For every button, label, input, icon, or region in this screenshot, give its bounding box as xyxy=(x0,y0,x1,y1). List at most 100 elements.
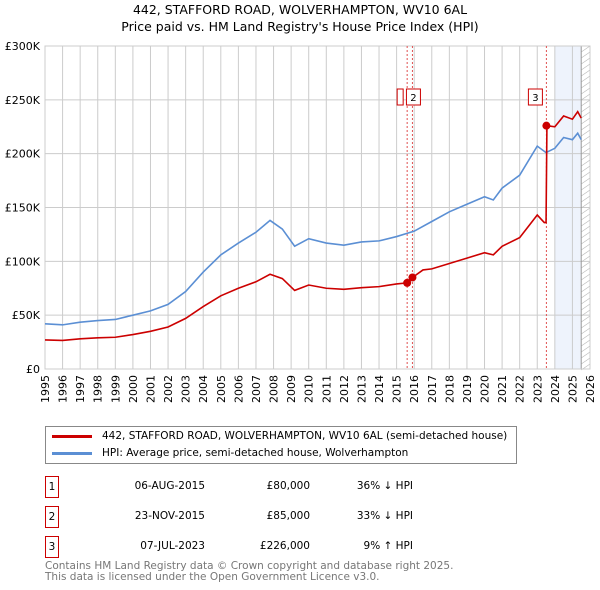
hatch-line xyxy=(581,327,591,335)
hatch-line xyxy=(581,249,591,257)
sale-row: 3 07-JUL-2023 £226,000 9% ↑ HPI xyxy=(45,536,445,558)
hatch-line xyxy=(581,351,591,359)
hatch-line xyxy=(581,261,591,269)
x-tick-label: 2026 xyxy=(584,375,597,403)
hatch-line xyxy=(581,159,591,167)
hatch-line xyxy=(581,357,591,365)
sale-date: 07-JUL-2023 xyxy=(140,540,205,552)
series-line xyxy=(44,131,582,326)
hatch-line xyxy=(581,225,591,233)
sale-point xyxy=(542,121,551,130)
sale-marker: 3 xyxy=(45,536,59,558)
blue-line-swatch xyxy=(52,451,92,455)
hatch-line xyxy=(581,51,591,59)
hatch-line xyxy=(581,69,591,77)
x-tick-label: 1996 xyxy=(57,375,70,403)
hatch-line xyxy=(581,231,591,239)
x-tick-label: 2006 xyxy=(232,375,245,403)
hatch-line xyxy=(581,135,591,143)
sale-label-box xyxy=(405,88,421,106)
sale-point xyxy=(403,278,412,287)
y-tick-label: £250K xyxy=(5,94,41,107)
sale-label-box xyxy=(527,88,543,106)
hatch-line xyxy=(581,237,591,245)
x-tick-label: 2015 xyxy=(391,375,404,403)
hatch-line xyxy=(581,63,591,71)
x-tick-label: 2019 xyxy=(461,375,474,403)
hatch-line xyxy=(581,195,591,203)
sale-row: 2 23-NOV-2015 £85,000 33% ↓ HPI xyxy=(45,506,445,528)
chart-title: 442, STAFFORD ROAD, WOLVERHAMPTON, WV10 … xyxy=(132,2,468,17)
x-tick-label: 2023 xyxy=(531,375,544,403)
x-tick-label: 2016 xyxy=(408,375,421,403)
x-tick-label: 2022 xyxy=(514,375,527,403)
sale-date: 23-NOV-2015 xyxy=(134,510,205,522)
hatch-line xyxy=(581,279,591,287)
x-tick-label: 2020 xyxy=(479,375,492,403)
hatch-line xyxy=(581,207,591,215)
hatch-line xyxy=(581,111,591,119)
hatch-line xyxy=(581,309,591,317)
sale-hpi: 9% ↑ HPI xyxy=(363,540,413,552)
hatch-line xyxy=(581,345,591,353)
x-tick-label: 2017 xyxy=(426,375,439,403)
x-tick-label: 1998 xyxy=(92,375,105,403)
hatch-line xyxy=(581,99,591,107)
sale-marker: 2 xyxy=(45,506,59,528)
hatch-line xyxy=(581,45,591,53)
hatch-line xyxy=(581,285,591,293)
sale-row: 1 06-AUG-2015 £80,000 36% ↓ HPI xyxy=(45,476,445,498)
red-line-swatch xyxy=(52,434,92,438)
legend-label: 442, STAFFORD ROAD, WOLVERHAMPTON, WV10 … xyxy=(102,430,508,442)
legend: 442, STAFFORD ROAD, WOLVERHAMPTON, WV10 … xyxy=(45,426,517,464)
x-tick-label: 2021 xyxy=(496,375,509,403)
x-tick-label: 1995 xyxy=(39,375,52,403)
sale-hpi: 36% ↓ HPI xyxy=(356,480,413,492)
x-tick-label: 2010 xyxy=(303,375,316,403)
hatch-line xyxy=(581,273,591,281)
hatch-line xyxy=(581,333,591,341)
price-chart: 1995 1996 1997 1998 1999 2000 2001 2002 2003 2004… xyxy=(5,40,597,403)
x-tick-label: 2008 xyxy=(268,375,281,403)
footer: Contains HM Land Registry data © Crown c… xyxy=(45,561,453,583)
hatch-line xyxy=(581,189,591,197)
x-tick-label: 2004 xyxy=(197,375,210,403)
hatch-line xyxy=(581,75,591,83)
sale-label: 2 xyxy=(410,93,416,104)
x-tick-label: 2007 xyxy=(250,375,263,403)
hatch-line xyxy=(581,87,591,95)
x-tick-label: 2005 xyxy=(215,375,228,403)
y-tick-label: £200K xyxy=(5,148,41,161)
y-tick-label: £100K xyxy=(5,255,41,268)
hatch-line xyxy=(581,105,591,113)
hatch-line xyxy=(581,267,591,275)
hatch-line xyxy=(581,213,591,221)
sale-label: 3 xyxy=(532,93,538,104)
x-tick-label: 1999 xyxy=(109,375,122,403)
hatch-line xyxy=(581,297,591,305)
hatch-line xyxy=(581,171,591,179)
plot-frame xyxy=(44,45,591,370)
series-line xyxy=(44,110,582,342)
hatch-line xyxy=(581,201,591,209)
x-tick-label: 2012 xyxy=(338,375,351,403)
sale-date: 06-AUG-2015 xyxy=(134,480,205,492)
hatch-line xyxy=(581,93,591,101)
hatch-line xyxy=(581,177,591,185)
hatch-line xyxy=(581,321,591,329)
hatch-line xyxy=(581,339,591,347)
hatch-line xyxy=(581,219,591,227)
hatch-line xyxy=(581,315,591,323)
x-tick-label: 2003 xyxy=(180,375,193,403)
sale-marker: 1 xyxy=(45,476,59,498)
x-tick-label: 2013 xyxy=(355,375,368,403)
hatch-line xyxy=(581,141,591,149)
hatch-line xyxy=(581,123,591,131)
x-tick-label: 2001 xyxy=(144,375,157,403)
hatch-line xyxy=(581,303,591,311)
hatch-line xyxy=(581,243,591,251)
hatch-line xyxy=(581,117,591,125)
legend-item-hpi: HPI: Average price, semi-detached house,… xyxy=(52,447,408,459)
sale-point xyxy=(408,273,417,282)
hatch-line xyxy=(581,183,591,191)
